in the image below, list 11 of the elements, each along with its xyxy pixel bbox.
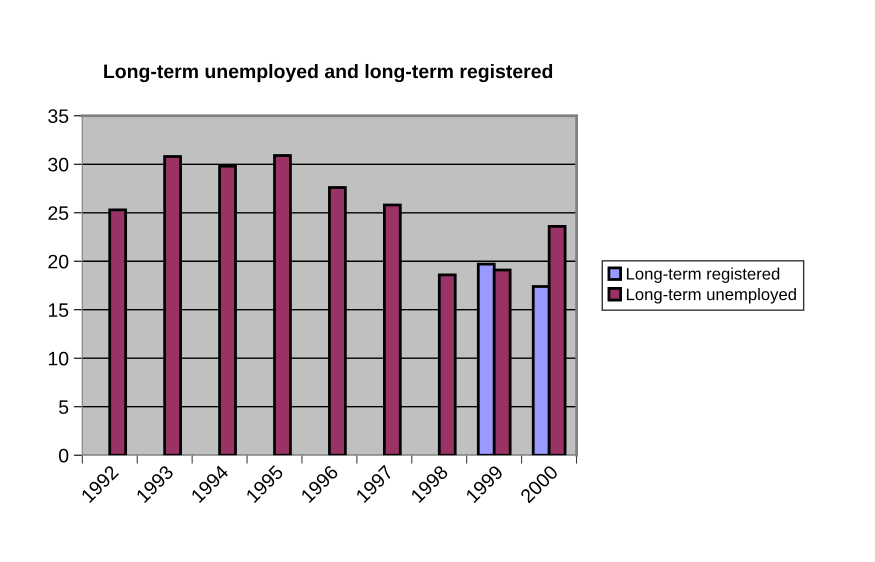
y-tick-label: 0 (59, 448, 68, 462)
legend-label: Long-term unemployed (626, 288, 796, 304)
y-tick-label: 35 (48, 109, 68, 124)
y-tick-label: 25 (48, 206, 68, 220)
y-tick-label: 5 (59, 400, 68, 414)
y-tick-label: 15 (48, 303, 68, 317)
y-tick-label: 20 (48, 254, 68, 268)
chart-title: Long-term unemployed and long-term registered (104, 64, 552, 82)
legend-label: Long-term registered (626, 267, 780, 283)
y-tick-label: 10 (48, 352, 68, 366)
y-tick-label: 30 (48, 158, 68, 172)
